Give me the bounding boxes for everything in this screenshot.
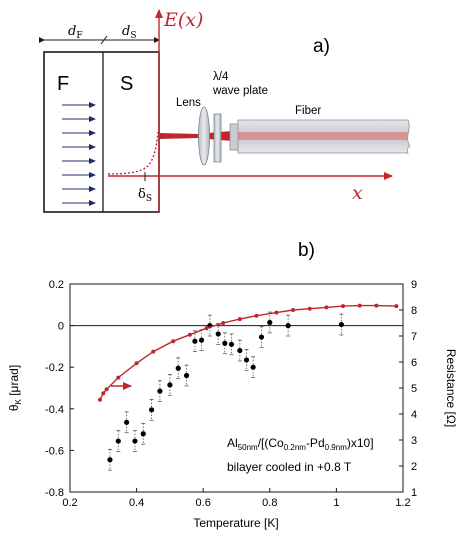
lens-label: Lens	[176, 97, 201, 109]
resistance-point	[374, 303, 379, 308]
kerr-point	[215, 331, 221, 337]
x-tick-label: 0.6	[196, 497, 211, 509]
kerr-point	[148, 407, 155, 413]
kerr-point	[192, 338, 198, 344]
kerr-point	[228, 341, 235, 347]
y2-axis-title: Resistance [Ω]	[444, 349, 458, 427]
kerr-point	[250, 364, 256, 370]
kerr-point	[237, 347, 243, 354]
kerr-point	[258, 334, 265, 340]
fiber-label: Fiber	[295, 105, 321, 117]
data-series	[97, 303, 399, 471]
resistance-point	[237, 317, 242, 322]
x-tick-label: 0.4	[129, 497, 144, 509]
panel-a-label: a)	[313, 36, 330, 57]
resistance-point	[187, 332, 192, 337]
axis-ticks: 0.2 0.4 0.6 0.8 1 1.20.20-0.2-0.4-0.6-0.89876…	[45, 279, 417, 509]
resistance-point	[254, 313, 259, 318]
resistance-point	[204, 326, 209, 331]
resistance-point	[134, 361, 139, 366]
wave-plate-label-line1: λ/4	[213, 71, 229, 83]
resistance-point	[221, 321, 226, 325]
y2-tick-label: 3	[411, 435, 417, 447]
ds-label: dS	[122, 24, 137, 41]
resistance-point	[104, 387, 109, 392]
y2-tick-label: 6	[411, 357, 417, 369]
magnetization-arrows	[62, 102, 96, 206]
evanescent-field-curve	[107, 131, 159, 175]
resistance-point	[274, 310, 279, 315]
y-tick-label: -0.8	[45, 487, 64, 499]
df-label: dF	[68, 24, 83, 41]
resistance-point	[341, 304, 346, 309]
resistance-point	[97, 397, 102, 402]
fiber-core	[238, 132, 408, 140]
superconductor-label: S	[120, 73, 133, 95]
wave-plate-label-line2: wave plate	[212, 85, 268, 97]
dimension-separator-tick	[100, 35, 108, 45]
x-tick-label: 1.2	[395, 497, 410, 509]
kerr-point	[132, 438, 138, 444]
resistance-point	[101, 391, 106, 396]
penetration-depth-label: δS	[138, 187, 152, 204]
cooling-annotation: bilayer cooled in +0.8 T	[227, 460, 352, 474]
kerr-point	[140, 431, 146, 437]
resistance-point	[324, 305, 329, 310]
kerr-point	[285, 323, 291, 329]
y-tick-label: 0.2	[49, 279, 64, 291]
sample-annotation: Al50nm/[(Co0.2nm-Pd0.9nm)x10]	[227, 436, 374, 452]
lens-icon	[198, 106, 210, 166]
y2-tick-label: 8	[411, 305, 417, 317]
panel-a: a) dF dS F S E(x) x	[39, 9, 411, 213]
resistance-point	[394, 304, 399, 309]
kerr-point	[183, 372, 190, 379]
kerr-point	[222, 340, 228, 346]
kerr-point	[157, 388, 163, 394]
resistance-point	[116, 375, 121, 380]
resistance-line	[99, 304, 397, 401]
y-axis-title: θK [μrad]	[7, 365, 23, 411]
kerr-point	[338, 321, 344, 328]
kerr-point	[167, 382, 173, 388]
y-tick-label: 0	[58, 321, 64, 333]
panel-b-label: b)	[298, 240, 315, 261]
kerr-point	[115, 438, 121, 444]
kerr-point	[198, 337, 205, 343]
y2-tick-label: 9	[411, 279, 417, 291]
y-tick-label: -0.4	[45, 404, 64, 416]
x-axis-title: Temperature [K]	[193, 516, 278, 530]
kerr-point	[243, 357, 250, 363]
y-tick-label: -0.6	[45, 445, 64, 457]
kerr-point	[124, 419, 130, 425]
y2-tick-label: 5	[411, 383, 417, 395]
x-axis-label: x	[352, 182, 363, 204]
resistance-point	[171, 339, 176, 344]
ferromagnet-label: F	[57, 73, 69, 95]
y2-tick-label: 7	[411, 331, 417, 343]
kerr-point	[107, 457, 113, 463]
y2-tick-label: 4	[411, 409, 417, 421]
resistance-point	[357, 303, 362, 308]
y2-tick-label: 2	[411, 461, 417, 473]
wave-plate-icon	[213, 113, 222, 163]
kerr-point	[175, 365, 181, 371]
x-tick-label: 0.8	[262, 497, 277, 509]
panel-b: b) 0.2 0.4 0.6 0.8 1 1.20.20-0.2-0.4-0.6-0.89…	[7, 240, 458, 530]
resistance-point	[291, 308, 296, 312]
y-tick-label: -0.2	[45, 362, 64, 374]
field-axis-label: E(x)	[163, 9, 203, 31]
resistance-point	[307, 306, 312, 311]
y2-tick-label: 1	[411, 487, 417, 499]
x-tick-label: 0.2	[62, 497, 77, 509]
kerr-point	[267, 319, 273, 326]
x-tick-label: 1	[333, 497, 339, 509]
resistance-point	[151, 349, 156, 354]
focused-beam	[159, 133, 199, 139]
